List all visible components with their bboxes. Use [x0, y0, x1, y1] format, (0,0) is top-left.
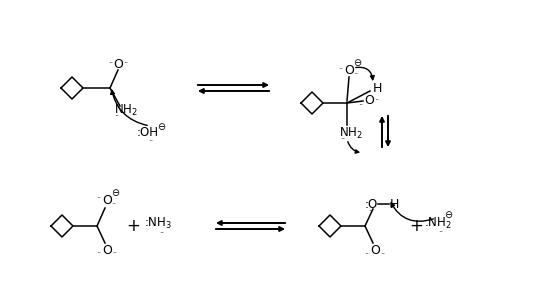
Text: O: O [364, 94, 374, 108]
Text: ··: ·· [380, 251, 386, 260]
Text: :OH: :OH [137, 126, 159, 139]
Text: $\ominus$: $\ominus$ [157, 120, 166, 131]
Text: $\ominus$: $\ominus$ [112, 187, 121, 198]
Text: ··: ·· [341, 136, 345, 145]
Text: ··: ·· [338, 66, 344, 74]
Text: ··: ·· [358, 102, 363, 111]
Text: ··: ·· [96, 195, 102, 204]
Text: :O: :O [364, 198, 378, 210]
Text: NH$_2$: NH$_2$ [114, 103, 138, 117]
Text: ··: ·· [108, 60, 114, 69]
Text: :NH$_2$: :NH$_2$ [424, 215, 452, 231]
Text: $\ominus$: $\ominus$ [444, 209, 454, 220]
Text: ··: ·· [159, 229, 165, 238]
Text: ··: ·· [354, 71, 358, 80]
Text: ··: ·· [364, 251, 369, 260]
Text: O: O [102, 195, 112, 207]
Text: ··: ·· [149, 137, 153, 147]
Text: +: + [409, 217, 423, 235]
Text: $\ominus$: $\ominus$ [354, 57, 363, 68]
Text: O: O [113, 58, 123, 72]
Text: ··: ·· [368, 207, 374, 217]
Text: H: H [372, 81, 382, 94]
Text: O: O [344, 64, 354, 77]
Text: +: + [126, 217, 140, 235]
Text: O: O [370, 243, 380, 257]
Text: ··: ·· [438, 229, 443, 238]
Text: ··: ·· [112, 201, 116, 209]
Text: :NH$_3$: :NH$_3$ [144, 215, 172, 231]
Text: ··: ·· [113, 249, 118, 258]
Text: ··: ·· [96, 249, 102, 258]
Text: O: O [102, 243, 112, 257]
Text: NH$_2$: NH$_2$ [339, 125, 363, 141]
Text: ··: ·· [374, 97, 380, 105]
Text: H: H [390, 198, 399, 210]
Text: ··: ·· [114, 113, 120, 122]
Text: ··: ·· [123, 60, 128, 69]
